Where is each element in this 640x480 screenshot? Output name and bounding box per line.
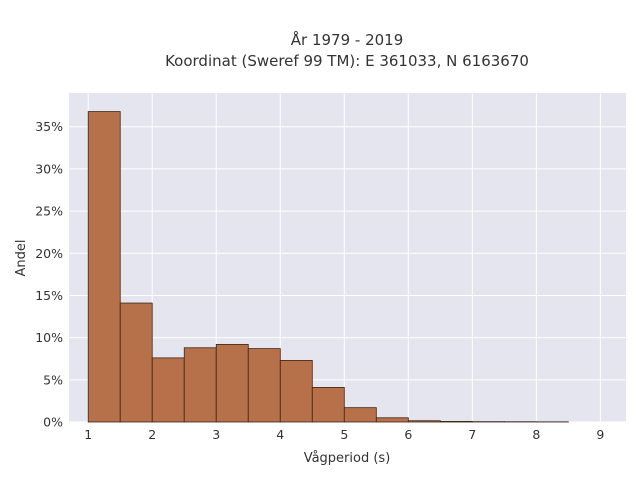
chart-title-line-1: År 1979 - 2019 [291, 30, 404, 49]
histogram-bar-11 [439, 421, 473, 423]
x-tick-label-1: 2 [148, 427, 156, 442]
y-tick-labels: 0% 5% 10% 15% 20% 25% 30% 35% [35, 119, 63, 429]
histogram-bar-3 [183, 347, 217, 423]
y-tick-label-7: 35% [35, 119, 63, 134]
y-tick-label-5: 25% [35, 204, 63, 219]
x-tick-label-7: 8 [532, 427, 540, 442]
y-axis-label: Andel [14, 240, 29, 277]
x-tick-label-4: 5 [340, 427, 348, 442]
histogram-bar-9 [375, 417, 409, 423]
y-tick-label-0: 0% [43, 415, 63, 430]
histogram-bar-5 [247, 348, 281, 423]
x-tick-label-6: 7 [468, 427, 476, 442]
y-tick-label-3: 15% [35, 288, 63, 303]
histogram-bar-8 [343, 407, 377, 423]
histogram-bar-6 [279, 360, 313, 423]
y-tick-label-4: 20% [35, 246, 63, 261]
y-tick-label-6: 30% [35, 161, 63, 176]
histogram-bar-0 [87, 111, 121, 423]
x-axis-label: Vågperiod (s) [304, 451, 391, 466]
histogram-bar-4 [215, 343, 249, 423]
x-tick-label-2: 3 [212, 427, 220, 442]
histogram-bars [87, 111, 569, 423]
x-tick-labels: 1 2 3 4 5 6 7 8 9 [84, 427, 604, 442]
histogram-bar-2 [151, 357, 185, 423]
histogram-bar-1 [119, 302, 153, 423]
x-tick-label-8: 9 [596, 427, 604, 442]
histogram-bar-10 [407, 420, 441, 423]
y-tick-label-1: 5% [43, 372, 63, 387]
x-tick-label-0: 1 [84, 427, 92, 442]
chart-title-line-2: Koordinat (Sweref 99 TM): E 361033, N 61… [165, 52, 529, 70]
x-tick-label-3: 4 [276, 427, 284, 442]
histogram-bar-7 [311, 387, 345, 423]
y-tick-label-2: 10% [35, 330, 63, 345]
x-tick-label-5: 6 [404, 427, 412, 442]
